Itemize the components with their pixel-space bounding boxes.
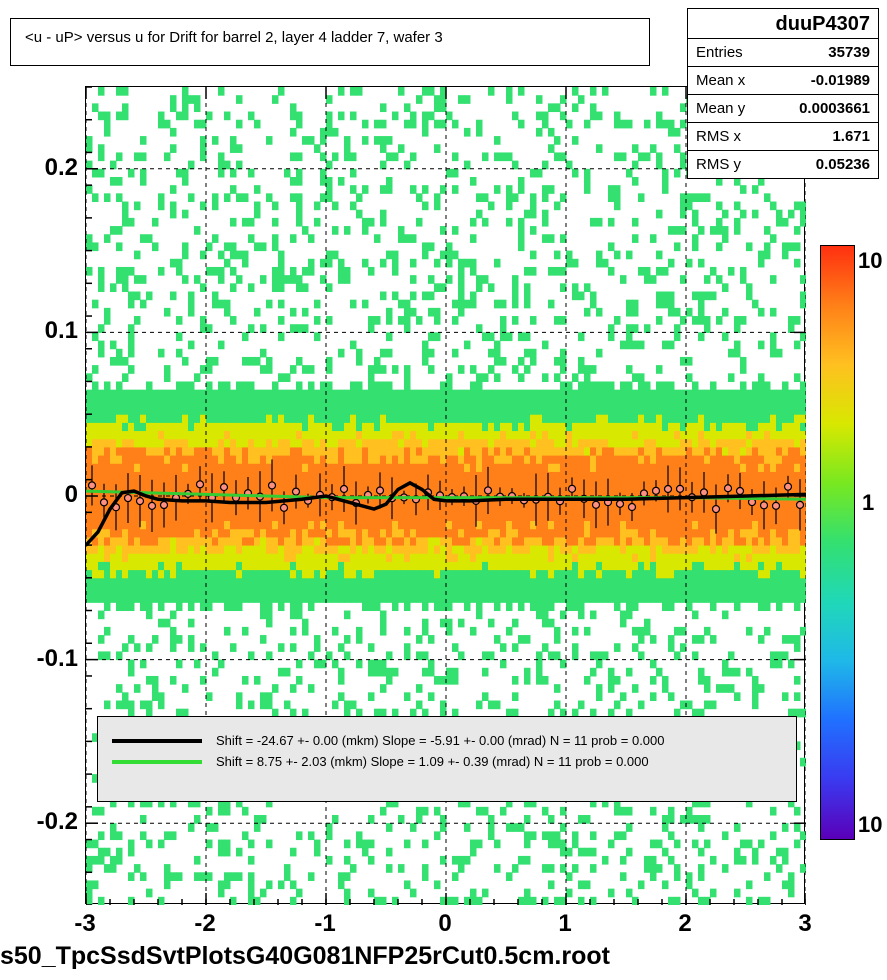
stats-row: Entries35739 (688, 39, 878, 67)
x-axis-label: 1 (547, 910, 583, 938)
colorbar (820, 245, 855, 840)
legend-text: Shift = 8.75 +- 2.03 (mkm) Slope = 1.09 … (216, 754, 649, 769)
stats-box: duuP4307 Entries35739 Mean x-0.01989 Mea… (687, 8, 879, 179)
source-file-label: s50_TpcSsdSvtPlotsG40G081NFP25rCut0.5cm.… (0, 942, 610, 971)
stats-row: Mean y0.0003661 (688, 95, 878, 123)
colorbar-label: 10 (858, 812, 882, 838)
x-axis-label: -3 (67, 910, 103, 938)
plot-title-box: <u - uP> versus u for Drift for barrel 2… (10, 18, 650, 66)
plot-title: <u - uP> versus u for Drift for barrel 2… (25, 29, 443, 46)
legend-row: Shift = 8.75 +- 2.03 (mkm) Slope = 1.09 … (112, 754, 782, 769)
stats-row: RMS y0.05236 (688, 151, 878, 178)
colorbar-label: 10 (858, 248, 882, 274)
y-axis-label: -0.2 (18, 808, 78, 836)
stats-row: RMS x1.671 (688, 123, 878, 151)
y-axis-label: -0.1 (18, 645, 78, 673)
legend-swatch-black (112, 739, 202, 743)
legend-box: Shift = -24.67 +- 0.00 (mkm) Slope = -5.… (97, 716, 797, 802)
x-axis-label: 0 (427, 910, 463, 938)
x-axis-label: -2 (187, 910, 223, 938)
stats-name: duuP4307 (688, 9, 878, 39)
legend-swatch-green (112, 760, 202, 764)
colorbar-gradient (820, 245, 855, 840)
legend-text: Shift = -24.67 +- 0.00 (mkm) Slope = -5.… (216, 733, 665, 748)
stats-row: Mean x-0.01989 (688, 67, 878, 95)
x-axis-label: 2 (667, 910, 703, 938)
x-axis-label: -1 (307, 910, 343, 938)
colorbar-label: 1 (862, 490, 874, 516)
y-axis-label: 0.1 (18, 317, 78, 345)
y-axis-label: 0 (18, 481, 78, 509)
legend-row: Shift = -24.67 +- 0.00 (mkm) Slope = -5.… (112, 733, 782, 748)
x-axis-label: 3 (787, 910, 823, 938)
y-axis-label: 0.2 (18, 154, 78, 182)
